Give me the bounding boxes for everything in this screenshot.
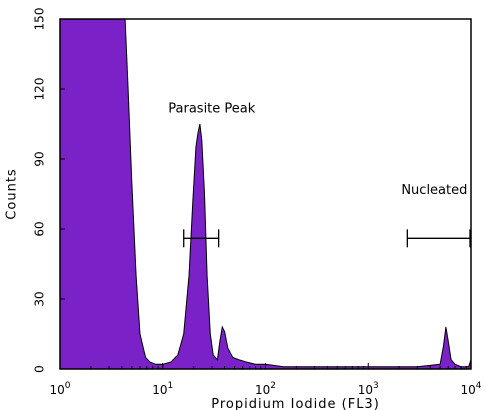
annotation-label: Nucleated [401, 183, 467, 198]
x-tick-label: 104 [460, 381, 481, 397]
y-tick-label: 30 [33, 291, 47, 306]
x-tick-label: 100 [49, 381, 70, 397]
y-tick-label: 60 [33, 221, 47, 236]
x-tick-label: 102 [255, 381, 276, 397]
x-tick-label: 101 [152, 381, 173, 397]
y-tick-label: 0 [33, 365, 47, 373]
x-tick-label: 103 [358, 381, 379, 397]
y-tick-label: 90 [33, 151, 47, 166]
histogram-area-series-0 [59, 18, 472, 370]
x-axis-title: Propidium Iodide (FL3) [211, 397, 380, 410]
annotation-label: Parasite Peak [168, 101, 255, 116]
y-axis-title: Counts [5, 168, 20, 219]
y-tick-label: 150 [33, 8, 47, 31]
y-tick-label: 120 [33, 78, 47, 101]
